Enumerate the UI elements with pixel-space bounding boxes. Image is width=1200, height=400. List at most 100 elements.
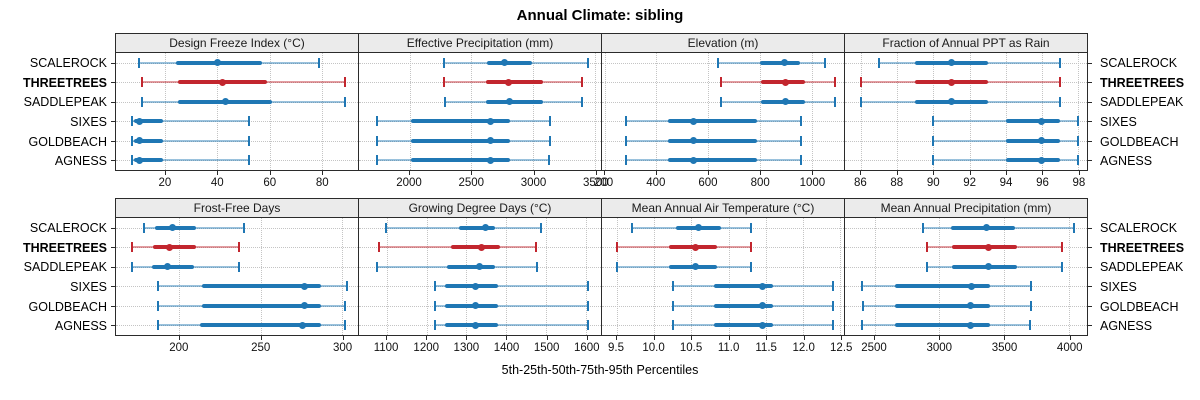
axis-tick	[546, 336, 548, 340]
whisker-cap-95th	[749, 242, 752, 253]
row-tick-right	[1088, 140, 1092, 142]
whisker-cap-95th	[1058, 96, 1061, 107]
median-dot	[982, 224, 990, 232]
whisker-cap-95th	[586, 281, 589, 292]
h-gridline	[116, 266, 358, 268]
whisker-cap-95th	[823, 57, 826, 68]
axis-tick	[586, 336, 588, 340]
whisker-cap-95th	[535, 242, 538, 253]
axis-tick	[269, 171, 271, 175]
panel-frost-free-days: 200 250 300 Frost-Free Days	[111, 198, 359, 354]
axis-tick	[164, 171, 166, 175]
whisker-cap-5th	[671, 300, 674, 311]
x-axis-label: 5th-25th-50th-75th-95th Percentiles	[501, 363, 699, 377]
whisker-cap-5th	[130, 155, 133, 166]
iqr-bar-25-75	[713, 323, 774, 328]
whisker-5-95	[434, 324, 588, 327]
v-gridline	[506, 218, 508, 335]
category-label-sixes: SIXES	[1100, 114, 1137, 129]
iqr-bar-25-75	[894, 284, 990, 289]
category-label-saddlepeak: SADDLEPEAK	[23, 95, 107, 110]
h-gridline	[602, 227, 844, 229]
row-tick-left	[111, 325, 115, 327]
whisker-cap-5th	[671, 320, 674, 331]
category-label-agness: AGNESS	[54, 319, 107, 334]
v-gridline	[840, 218, 842, 335]
whisker-cap-5th	[138, 57, 141, 68]
panel-header-design-freeze-index-c: Design Freeze Index (°C)	[115, 33, 359, 53]
axis-tick-label: 92	[963, 177, 977, 189]
axis-tick	[426, 336, 428, 340]
whisker-cap-5th	[433, 320, 436, 331]
v-gridline	[471, 53, 473, 170]
whisker-cap-95th	[581, 96, 584, 107]
whisker-cap-5th	[932, 155, 935, 166]
median-dot	[504, 78, 512, 86]
median-dot	[689, 137, 697, 145]
whisker-cap-5th	[385, 222, 388, 233]
chart-title: Annual Climate: sibling	[516, 7, 684, 24]
whisker-cap-95th	[243, 222, 246, 233]
median-dot	[695, 224, 703, 232]
panel-plot-area	[601, 53, 845, 171]
iqr-bar-25-75	[895, 323, 990, 328]
axis-tick	[533, 171, 535, 175]
axis-tick	[1006, 171, 1008, 175]
whisker-cap-5th	[932, 135, 935, 146]
category-label-agness: AGNESS	[1100, 319, 1153, 334]
iqr-bar-25-75	[952, 264, 1018, 269]
v-gridline	[616, 218, 618, 335]
whisker-cap-5th	[625, 155, 628, 166]
panel-header-mean-annual-precipitation-mm: Mean Annual Precipitation (mm)	[844, 198, 1088, 218]
whisker-cap-5th	[443, 77, 446, 88]
panels-strip: 200 250 300 Frost-Free Days 1100 1200 1300 1400…	[111, 198, 1092, 354]
median-dot	[758, 282, 766, 290]
iqr-bar-25-75	[200, 323, 321, 328]
v-gridline	[386, 218, 388, 335]
axis-tick-label: 90	[926, 177, 940, 189]
iqr-bar-25-75	[486, 99, 543, 104]
median-dot	[300, 282, 308, 290]
category-label-goldbeach: GOLDBEACH	[1100, 299, 1179, 314]
category-label-scalerock: SCALEROCK	[1100, 55, 1178, 70]
axis-tick-label: 250	[251, 342, 271, 354]
panel-plot-area	[111, 218, 359, 336]
median-dot	[486, 137, 494, 145]
iqr-bar-25-75	[713, 284, 774, 289]
panel-design-freeze-index-c: 20 40 60 80 Design Freeze Index (°C)	[111, 33, 359, 189]
median-dot	[948, 59, 956, 67]
axis-tick-label: 9.5	[608, 342, 624, 354]
whisker-cap-95th	[833, 96, 836, 107]
axis-tick	[939, 336, 941, 340]
whisker-cap-5th	[860, 320, 863, 331]
axis-tick	[409, 171, 411, 175]
axis-tick	[1004, 336, 1006, 340]
iqr-bar-25-75	[134, 158, 163, 163]
median-dot	[1038, 137, 1046, 145]
whisker-cap-95th	[1058, 57, 1061, 68]
whisker-cap-5th	[157, 281, 160, 292]
h-gridline	[116, 160, 358, 162]
axis-tick-label: 10.0	[642, 342, 665, 354]
row-tick-right	[1088, 101, 1092, 103]
row-tick-left	[111, 101, 115, 103]
iqr-bar-25-75	[668, 119, 758, 124]
whisker-cap-95th	[831, 320, 834, 331]
whisker-cap-5th	[921, 222, 924, 233]
panel-plot-area	[358, 218, 602, 336]
v-gridline	[765, 218, 767, 335]
whisker-cap-95th	[1029, 300, 1032, 311]
median-dot	[967, 282, 975, 290]
whisker-cap-5th	[625, 135, 628, 146]
axis-tick-label: 11.5	[755, 342, 777, 354]
v-gridline	[654, 218, 656, 335]
v-gridline	[759, 53, 761, 170]
median-dot	[486, 156, 494, 164]
h-gridline	[359, 62, 601, 64]
whisker-5-95	[435, 304, 588, 307]
row-tick-left	[111, 227, 115, 229]
iqr-bar-25-75	[202, 303, 321, 308]
iqr-bar-25-75	[713, 303, 774, 308]
v-gridline	[939, 218, 941, 335]
axis-tick	[603, 171, 605, 175]
